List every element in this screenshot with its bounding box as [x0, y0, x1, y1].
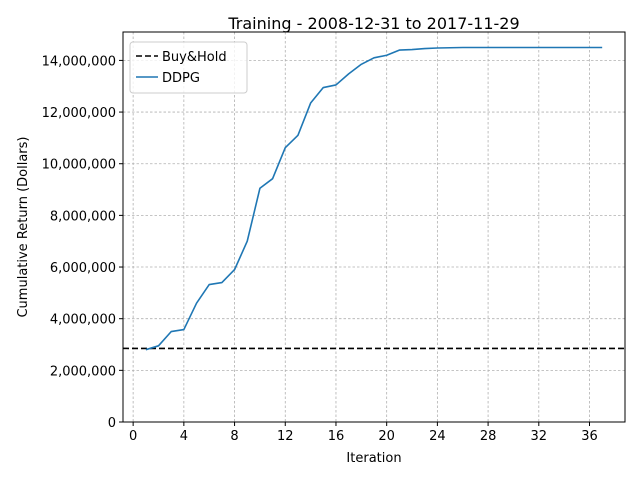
legend-label-buy-hold: Buy&Hold	[162, 50, 227, 65]
x-tick-label: 8	[230, 429, 238, 444]
y-axis: 0 2,000,000 4,000,000 6,000,000 8,000,000 10,…	[42, 54, 123, 431]
grid	[123, 32, 625, 423]
x-axis: 0 4 8 12 16 20 24 28 32 36	[129, 422, 598, 444]
x-tick-label: 36	[581, 429, 598, 444]
x-axis-label: Iteration	[346, 451, 401, 466]
x-tick-label: 4	[180, 429, 188, 444]
y-tick-label: 10,000,000	[42, 158, 116, 173]
y-tick-label: 14,000,000	[42, 54, 116, 69]
plot-area-frame	[122, 31, 626, 423]
y-tick-label: 4,000,000	[50, 313, 116, 328]
x-tick-label: 16	[328, 429, 345, 444]
y-tick-label: 12,000,000	[42, 106, 116, 121]
y-tick-label: 8,000,000	[50, 209, 116, 224]
y-tick-label: 6,000,000	[50, 261, 116, 276]
x-tick-label: 32	[531, 429, 548, 444]
x-tick-label: 24	[429, 429, 446, 444]
y-tick-label: 2,000,000	[50, 364, 116, 379]
chart-title: Training - 2008-12-31 to 2017-11-29	[227, 14, 519, 33]
x-tick-label: 20	[378, 429, 395, 444]
legend: Buy&Hold DDPG	[129, 41, 248, 94]
y-axis-label: Cumulative Return (Dollars)	[16, 136, 31, 317]
x-tick-label: 0	[129, 429, 137, 444]
x-tick-label: 28	[480, 429, 497, 444]
series-line-ddpg	[145, 46, 603, 351]
series-layer	[123, 46, 625, 351]
x-tick-label: 12	[277, 429, 294, 444]
legend-box	[129, 41, 248, 94]
y-tick-label: 0	[108, 416, 116, 431]
legend-label-ddpg: DDPG	[162, 71, 200, 86]
